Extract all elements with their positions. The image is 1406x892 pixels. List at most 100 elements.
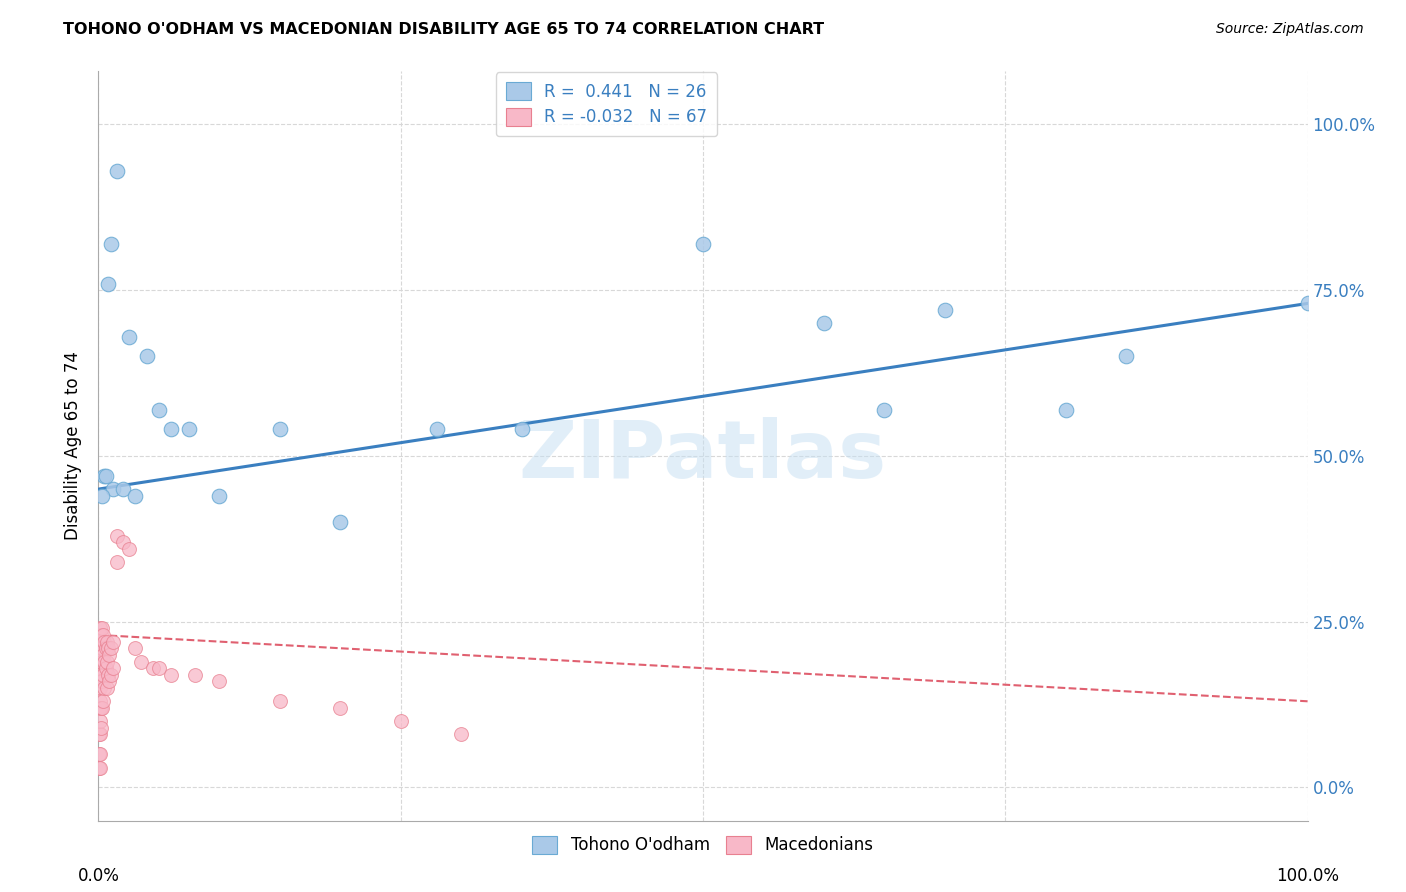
Point [89,761,111,775]
Point [160,667,183,681]
Point [450,727,472,741]
Point [89,747,111,762]
Point [87,648,110,662]
Point [105,555,128,569]
Point [87,727,110,741]
Point [91,674,114,689]
Point [87,747,110,762]
Point [124,489,146,503]
Point [89,621,111,635]
Point [93,655,115,669]
Point [1296,296,1319,310]
Point [91,489,114,503]
Point [118,329,141,343]
Point [90,674,112,689]
Text: Source: ZipAtlas.com: Source: ZipAtlas.com [1216,22,1364,37]
Point [934,303,956,318]
Point [148,402,170,417]
Point [329,515,352,529]
Point [100,236,122,251]
Point [89,634,111,648]
Point [91,641,114,656]
Point [97,641,120,656]
Point [98,648,121,662]
Point [89,701,111,715]
Point [269,694,291,708]
Point [389,714,412,728]
Point [93,468,115,483]
Text: 100.0%: 100.0% [1277,867,1339,885]
Point [93,681,115,695]
Point [208,674,231,689]
Point [90,628,112,642]
Point [142,661,165,675]
Point [100,667,122,681]
Point [89,727,111,741]
Point [111,535,134,549]
Point [184,667,207,681]
Point [89,648,111,662]
Point [111,482,134,496]
Point [93,634,115,648]
Point [91,628,114,642]
Point [89,667,111,681]
Point [87,761,110,775]
Point [124,641,146,656]
Point [91,667,114,681]
Point [91,621,114,635]
Point [105,528,128,542]
Point [96,655,118,669]
Point [269,422,291,436]
Point [87,667,110,681]
Point [87,681,110,695]
Point [89,681,111,695]
Point [692,236,714,251]
Point [97,667,120,681]
Point [1115,350,1137,364]
Point [96,634,118,648]
Point [329,701,352,715]
Point [135,350,157,364]
Point [510,422,533,436]
Point [94,661,117,675]
Point [91,655,114,669]
Point [426,422,449,436]
Point [91,694,114,708]
Point [148,661,170,675]
Point [89,648,111,662]
Point [91,648,114,662]
Point [1054,402,1077,417]
Point [101,661,124,675]
Legend: Tohono O'odham, Macedonians: Tohono O'odham, Macedonians [526,829,880,861]
Point [208,489,231,503]
Point [94,468,117,483]
Point [97,277,120,291]
Point [100,641,122,656]
Point [105,164,128,178]
Point [89,661,111,675]
Point [98,674,121,689]
Point [90,721,112,735]
Point [94,641,117,656]
Point [179,422,201,436]
Point [813,316,835,330]
Point [89,634,111,648]
Point [89,694,111,708]
Point [101,482,124,496]
Point [118,541,141,556]
Point [90,701,112,715]
Text: 0.0%: 0.0% [77,867,120,885]
Point [87,701,110,715]
Point [89,714,111,728]
Point [101,634,124,648]
Point [873,402,896,417]
Point [90,655,112,669]
Point [160,422,183,436]
Point [91,701,114,715]
Text: TOHONO O'ODHAM VS MACEDONIAN DISABILITY AGE 65 TO 74 CORRELATION CHART: TOHONO O'ODHAM VS MACEDONIAN DISABILITY … [63,22,824,37]
Point [90,641,112,656]
Point [129,655,152,669]
Point [96,681,118,695]
Y-axis label: Disability Age 65 to 74: Disability Age 65 to 74 [65,351,83,541]
Text: ZIPatlas: ZIPatlas [519,417,887,495]
